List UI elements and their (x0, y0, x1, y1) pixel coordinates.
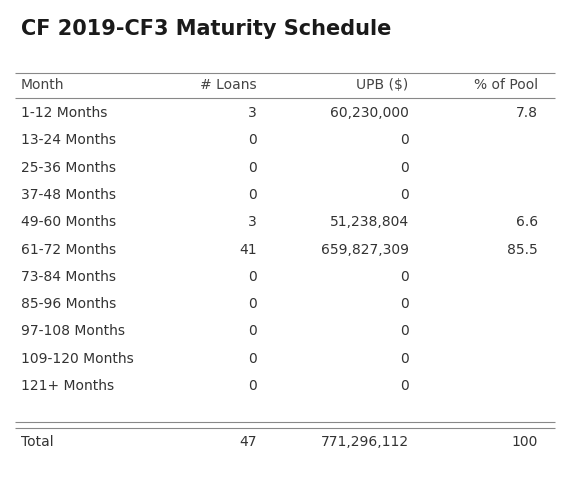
Text: 0: 0 (248, 297, 257, 311)
Text: 85.5: 85.5 (507, 243, 538, 257)
Text: 100: 100 (511, 435, 538, 449)
Text: 0: 0 (248, 324, 257, 338)
Text: 659,827,309: 659,827,309 (320, 243, 409, 257)
Text: CF 2019-CF3 Maturity Schedule: CF 2019-CF3 Maturity Schedule (21, 19, 392, 38)
Text: 51,238,804: 51,238,804 (329, 215, 409, 229)
Text: 0: 0 (400, 352, 409, 366)
Text: 3: 3 (248, 106, 257, 120)
Text: 0: 0 (400, 161, 409, 175)
Text: 0: 0 (248, 188, 257, 202)
Text: 0: 0 (400, 133, 409, 148)
Text: 121+ Months: 121+ Months (21, 379, 114, 393)
Text: 0: 0 (400, 297, 409, 311)
Text: 7.8: 7.8 (516, 106, 538, 120)
Text: 61-72 Months: 61-72 Months (21, 243, 116, 257)
Text: 0: 0 (400, 379, 409, 393)
Text: 0: 0 (248, 352, 257, 366)
Text: 47: 47 (239, 435, 257, 449)
Text: 0: 0 (400, 324, 409, 338)
Text: 73-84 Months: 73-84 Months (21, 270, 116, 284)
Text: 6.6: 6.6 (516, 215, 538, 229)
Text: 85-96 Months: 85-96 Months (21, 297, 116, 311)
Text: 97-108 Months: 97-108 Months (21, 324, 125, 338)
Text: 13-24 Months: 13-24 Months (21, 133, 116, 148)
Text: 25-36 Months: 25-36 Months (21, 161, 116, 175)
Text: 0: 0 (248, 161, 257, 175)
Text: % of Pool: % of Pool (474, 78, 538, 93)
Text: 60,230,000: 60,230,000 (329, 106, 409, 120)
Text: 771,296,112: 771,296,112 (320, 435, 409, 449)
Text: 49-60 Months: 49-60 Months (21, 215, 116, 229)
Text: 0: 0 (400, 270, 409, 284)
Text: UPB ($): UPB ($) (356, 78, 409, 93)
Text: 37-48 Months: 37-48 Months (21, 188, 116, 202)
Text: 109-120 Months: 109-120 Months (21, 352, 134, 366)
Text: 0: 0 (248, 379, 257, 393)
Text: 3: 3 (248, 215, 257, 229)
Text: Month: Month (21, 78, 64, 93)
Text: 41: 41 (239, 243, 257, 257)
Text: 0: 0 (400, 188, 409, 202)
Text: 1-12 Months: 1-12 Months (21, 106, 107, 120)
Text: 0: 0 (248, 133, 257, 148)
Text: 0: 0 (248, 270, 257, 284)
Text: # Loans: # Loans (200, 78, 257, 93)
Text: Total: Total (21, 435, 54, 449)
